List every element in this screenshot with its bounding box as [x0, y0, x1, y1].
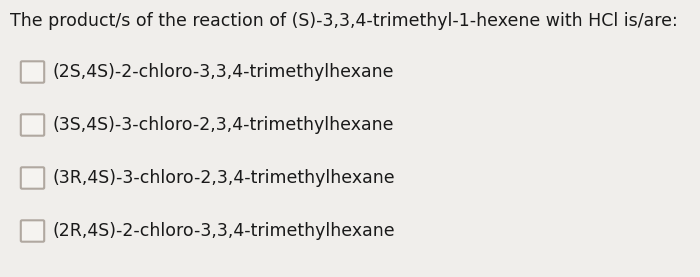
FancyBboxPatch shape: [21, 114, 44, 136]
Text: (3R,4S)-3-chloro-2,3,4-trimethylhexane: (3R,4S)-3-chloro-2,3,4-trimethylhexane: [52, 169, 395, 187]
FancyBboxPatch shape: [21, 61, 44, 83]
Text: (3S,4S)-3-chloro-2,3,4-trimethylhexane: (3S,4S)-3-chloro-2,3,4-trimethylhexane: [52, 116, 393, 134]
Text: (2R,4S)-2-chloro-3,3,4-trimethylhexane: (2R,4S)-2-chloro-3,3,4-trimethylhexane: [52, 222, 395, 240]
Text: The product/s of the reaction of (S)-3,3,4-trimethyl-1-hexene with HCl is/are:: The product/s of the reaction of (S)-3,3…: [10, 12, 678, 30]
Text: (2S,4S)-2-chloro-3,3,4-trimethylhexane: (2S,4S)-2-chloro-3,3,4-trimethylhexane: [52, 63, 393, 81]
FancyBboxPatch shape: [21, 167, 44, 189]
FancyBboxPatch shape: [21, 220, 44, 242]
